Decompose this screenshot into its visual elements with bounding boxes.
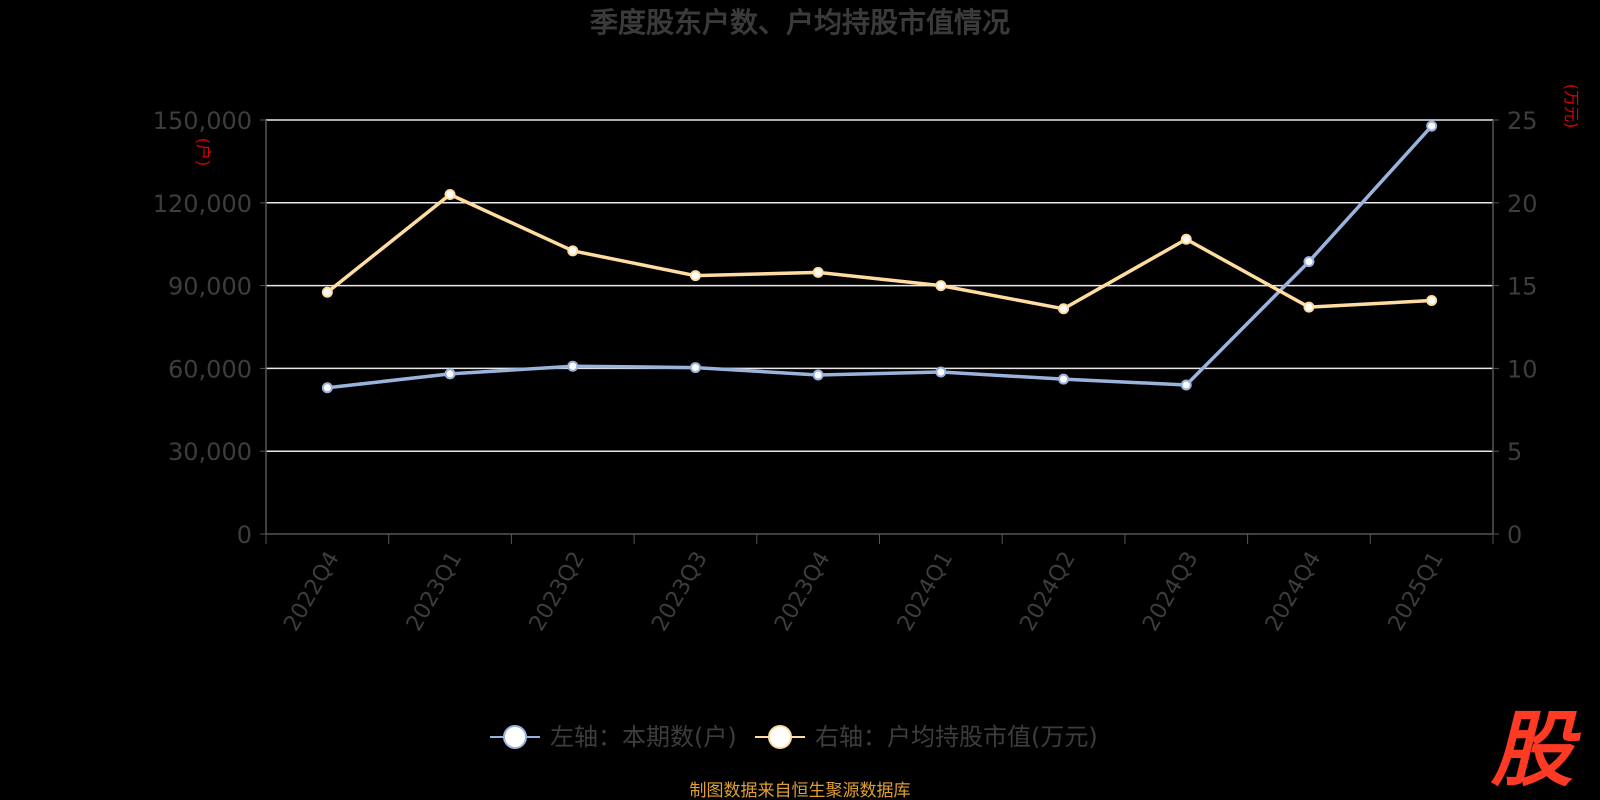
series-1-point-2024Q4: [1303, 301, 1315, 313]
x-tick-label: 2024Q1: [893, 548, 958, 636]
series-1-point-2022Q4: [321, 286, 333, 298]
grid-lines: [266, 119, 1493, 452]
series-1-point-2024Q1: [935, 280, 947, 292]
chart-title: 季度股东户数、户均持股市值情况: [590, 6, 1010, 39]
data-source-note: 制图数据来自恒生聚源数据库: [690, 781, 911, 800]
right-tick-label: 0: [1507, 521, 1522, 549]
series-0-point-2024Q2: [1058, 373, 1070, 385]
legend-label-right: 右轴：户均持股市值(万元): [815, 723, 1098, 751]
x-tick-label: 2024Q4: [1261, 548, 1326, 636]
left-tick-label: 120,000: [153, 190, 252, 218]
series-1-point-2023Q3: [689, 270, 701, 282]
legend-marker-left: [503, 725, 527, 749]
series-0-point-2024Q3: [1180, 379, 1192, 391]
series-1-point-2024Q2: [1058, 303, 1070, 315]
left-tick-label: 60,000: [168, 355, 252, 383]
series-0-point-2023Q4: [812, 369, 824, 381]
series-0-point-2025Q1: [1426, 120, 1438, 132]
legend-item-right[interactable]: 右轴：户均持股市值(万元): [755, 723, 1098, 751]
left-tick-label: 0: [237, 521, 252, 549]
series-0-point-2024Q1: [935, 366, 947, 378]
legend: 左轴：本期数(户) 右轴：户均持股市值(万元): [490, 723, 1098, 751]
series-1-point-2023Q1: [444, 189, 456, 201]
x-tick-label: 2022Q4: [279, 548, 344, 636]
legend-item-left[interactable]: 左轴：本期数(户): [490, 723, 737, 751]
x-tick-label: 2024Q2: [1016, 548, 1081, 636]
x-tick-label: 2023Q1: [402, 548, 467, 636]
series-0-point-2023Q3: [689, 362, 701, 374]
series-0-point-2022Q4: [321, 382, 333, 394]
series-layer: [321, 120, 1438, 394]
left-axis-unit: (户): [194, 138, 213, 167]
right-axis-unit: (万元): [1562, 84, 1581, 129]
series-1-point-2023Q2: [567, 245, 579, 257]
x-tick-label: 2023Q2: [525, 548, 590, 636]
left-tick-label: 30,000: [168, 438, 252, 466]
legend-marker-right: [768, 725, 792, 749]
left-tick-label: 90,000: [168, 273, 252, 301]
x-tick-label: 2025Q1: [1384, 548, 1449, 636]
x-tick-label: 2024Q3: [1138, 548, 1203, 636]
right-axis-ticks: 0 5 10 15 20 25: [1507, 107, 1538, 549]
left-tick-label: 150,000: [153, 107, 252, 135]
right-tick-label: 10: [1507, 355, 1538, 383]
watermark-logo: 股: [1490, 703, 1581, 798]
right-tick-label: 20: [1507, 190, 1538, 218]
axes: [260, 119, 1499, 544]
x-tick-label: 2023Q3: [647, 548, 712, 636]
series-line-0: [327, 124, 1433, 390]
series-1-point-2025Q1: [1426, 295, 1438, 307]
right-tick-label: 25: [1507, 107, 1538, 135]
series-0-point-2024Q4: [1303, 256, 1315, 268]
series-1-point-2024Q3: [1180, 233, 1192, 245]
series-1-point-2023Q4: [812, 266, 824, 278]
series-line-1: [326, 192, 1432, 311]
x-tick-label: 2023Q4: [770, 548, 835, 636]
right-tick-label: 15: [1507, 273, 1538, 301]
x-axis-ticks: 2022Q4 2023Q1 2023Q2 2023Q3 2023Q4 2024Q1 2024…: [279, 548, 1449, 636]
left-axis-ticks: 0 30,000 60,000 90,000 120,000 150,000: [153, 107, 252, 549]
series-0-point-2023Q1: [444, 368, 456, 380]
legend-label-left: 左轴：本期数(户): [550, 723, 737, 751]
right-tick-label: 5: [1507, 438, 1522, 466]
series-0-point-2023Q2: [567, 360, 579, 372]
